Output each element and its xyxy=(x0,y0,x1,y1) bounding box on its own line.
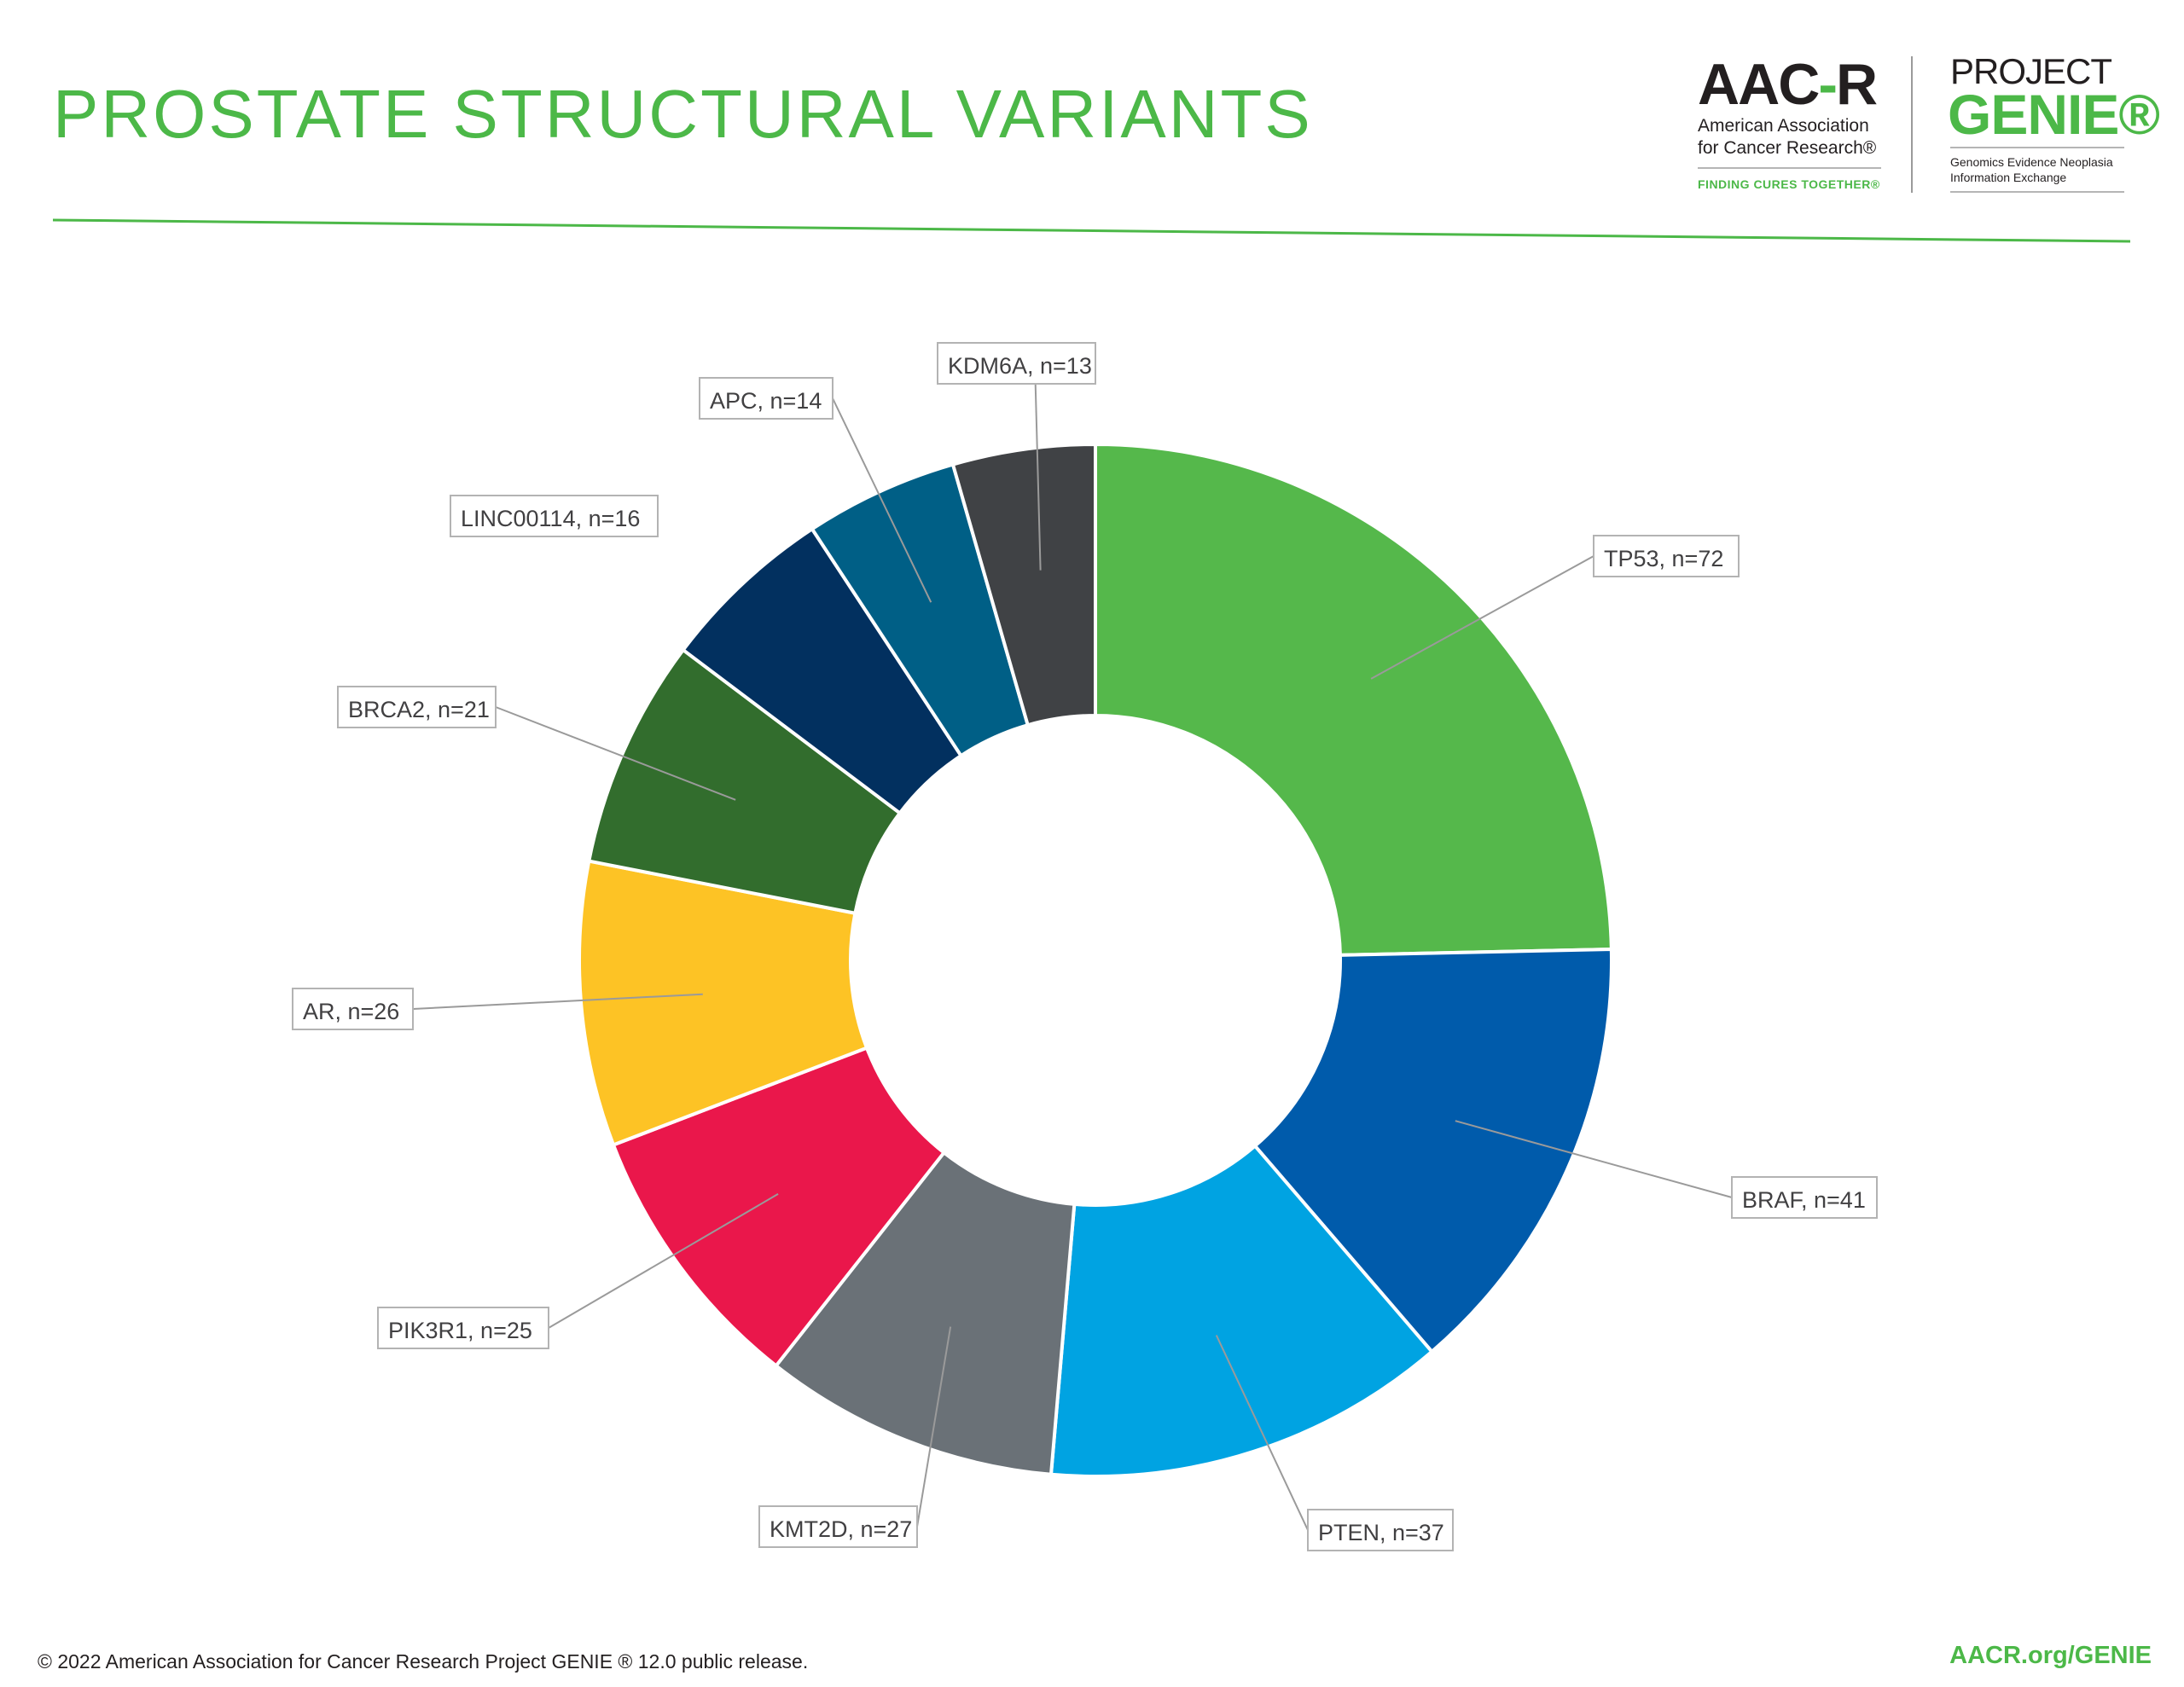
footer-copyright: © 2022 American Association for Cancer R… xyxy=(38,1650,809,1673)
leader-braf xyxy=(1455,1120,1733,1198)
leader-kmt2d xyxy=(916,1326,952,1528)
genie-logo-project: PROJECT xyxy=(1950,51,2112,91)
aacr-tagline: FINDING CURES TOGETHER® xyxy=(1698,177,1880,191)
label-braf: BRAF, n=41 xyxy=(1742,1187,1866,1213)
slice-kmt2d xyxy=(773,1150,1077,1476)
label-kmt2d: KMT2D, n=27 xyxy=(770,1516,912,1542)
slice-kdm6a xyxy=(950,442,1097,728)
label-apc: APC, n=14 xyxy=(710,388,822,414)
slice-pten xyxy=(1048,1143,1435,1478)
label-box-braf xyxy=(1731,1176,1878,1219)
genie-sub-line2: Information Exchange xyxy=(1950,171,2067,184)
label-tp53: TP53, n=72 xyxy=(1604,546,1723,571)
genie-divider-bottom xyxy=(1950,191,2124,193)
leader-apc xyxy=(832,397,932,603)
leader-pik3r1 xyxy=(548,1193,779,1329)
label-box-apc xyxy=(699,377,834,420)
genie-logo-main: GENIE® xyxy=(1948,83,2160,146)
aacr-name-line2: for Cancer Research® xyxy=(1698,138,1877,158)
slice-pik3r1 xyxy=(611,1046,947,1369)
label-pik3r1: PIK3R1, n=25 xyxy=(388,1318,532,1343)
leader-brca2 xyxy=(495,706,736,801)
label-box-pten xyxy=(1307,1509,1454,1551)
label-ar: AR, n=26 xyxy=(303,999,399,1024)
label-box-kmt2d xyxy=(758,1505,918,1548)
chart-slices xyxy=(578,442,1613,1478)
page-title: PROSTATE STRUCTURAL VARIANTS xyxy=(53,76,1313,152)
logo-separator xyxy=(1911,56,1913,193)
slice-braf xyxy=(1252,947,1613,1354)
leader-pten xyxy=(1215,1335,1309,1531)
leader-kdm6a xyxy=(1034,383,1042,571)
slice-ar xyxy=(578,859,869,1147)
label-box-pik3r1 xyxy=(377,1307,549,1349)
aacr-logo: AAC-R xyxy=(1698,52,1878,117)
label-box-tp53 xyxy=(1593,535,1740,577)
leader-tp53 xyxy=(1370,555,1594,680)
header-divider xyxy=(52,218,2131,243)
chart-leader-lines xyxy=(412,383,1733,1531)
label-linc00114: LINC00114, n=16 xyxy=(461,506,640,531)
footer-link[interactable]: AACR.org/GENIE xyxy=(1949,1642,2152,1669)
label-box-kdm6a xyxy=(937,342,1096,385)
label-kdm6a: KDM6A, n=13 xyxy=(948,353,1092,379)
logo-group: AAC-R American Association for Cancer Re… xyxy=(1698,51,2160,205)
aacr-name-line1: American Association xyxy=(1698,116,1869,136)
slice-tp53 xyxy=(1094,442,1613,957)
leader-ar xyxy=(412,993,703,1010)
label-brca2: BRCA2, n=21 xyxy=(348,697,490,722)
label-box-ar xyxy=(292,988,414,1030)
genie-sub-line1: Genomics Evidence Neoplasia xyxy=(1950,155,2113,169)
genie-divider xyxy=(1950,147,2124,148)
chart-labels: TP53, n=72 BRAF, n=41 PTEN, n=37 KMT2D, n=2… xyxy=(292,342,1878,1551)
label-box-brca2 xyxy=(337,686,497,728)
aacr-divider xyxy=(1698,167,1881,169)
label-box-linc00114 xyxy=(450,495,659,537)
label-pten: PTEN, n=37 xyxy=(1318,1520,1444,1545)
